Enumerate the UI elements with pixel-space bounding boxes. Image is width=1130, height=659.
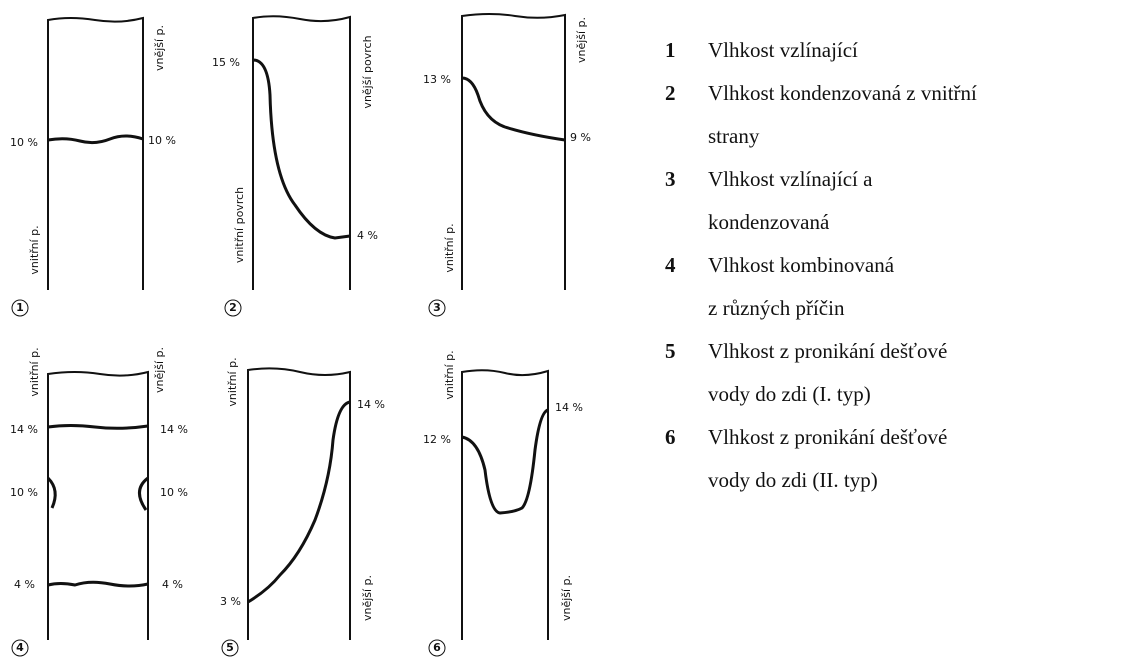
value-label: 14 % bbox=[555, 401, 583, 414]
value-label: 14 % bbox=[10, 423, 38, 436]
value-label: 4 % bbox=[162, 578, 183, 591]
side-label: vnější p. bbox=[560, 575, 573, 621]
legend-number: 3 bbox=[665, 167, 676, 191]
legend-text: Vlhkost vzlínající bbox=[708, 38, 858, 62]
panel-number: 1 bbox=[16, 301, 24, 314]
legend-text: strany bbox=[708, 124, 760, 148]
panel-4: vnitřní p. vnější p. 14 % 14 % 10 % 10 %… bbox=[10, 347, 188, 656]
legend-number: 5 bbox=[665, 339, 676, 363]
legend-text: Vlhkost kondenzovaná z vnitřní bbox=[708, 81, 977, 105]
value-label: 3 % bbox=[220, 595, 241, 608]
value-label: 10 % bbox=[160, 486, 188, 499]
legend-text: Vlhkost kombinovaná bbox=[708, 253, 895, 277]
panel-2: 15 % vnější povrch vnitřní povrch 4 % 2 bbox=[212, 16, 378, 316]
value-label: 13 % bbox=[423, 73, 451, 86]
side-label: vnitřní p. bbox=[28, 225, 41, 274]
panel-number: 3 bbox=[433, 301, 441, 314]
page: vnější p. 10 % 10 % vnitřní p. 1 15 % vn… bbox=[0, 0, 1130, 659]
side-label: vnitřní p. bbox=[443, 223, 456, 272]
legend-number: 2 bbox=[665, 81, 676, 105]
panel-number: 6 bbox=[433, 641, 441, 654]
legend-text: kondenzovaná bbox=[708, 210, 830, 234]
value-label: 4 % bbox=[14, 578, 35, 591]
side-label: vnější p. bbox=[153, 347, 166, 393]
legend-text: Vlhkost z pronikání dešťové bbox=[708, 425, 947, 449]
value-label: 14 % bbox=[357, 398, 385, 411]
panel-number: 2 bbox=[229, 301, 237, 314]
value-label: 9 % bbox=[570, 131, 591, 144]
side-label: vnější povrch bbox=[361, 35, 374, 108]
side-label: vnitřní p. bbox=[226, 357, 239, 406]
value-label: 10 % bbox=[10, 486, 38, 499]
value-label: 14 % bbox=[160, 423, 188, 436]
value-label: 12 % bbox=[423, 433, 451, 446]
panel-5: vnitřní p. 14 % 3 % vnější p. 5 bbox=[220, 357, 385, 656]
legend-number: 4 bbox=[665, 253, 676, 277]
legend-text: Vlhkost vzlínající a bbox=[708, 167, 873, 191]
side-label: vnější p. bbox=[575, 17, 588, 63]
panel-6: vnitřní p. 12 % 14 % vnější p. 6 bbox=[423, 350, 583, 656]
value-label: 15 % bbox=[212, 56, 240, 69]
panel-number: 4 bbox=[16, 641, 24, 654]
panel-number: 5 bbox=[226, 641, 234, 654]
panel-3: vnější p. 13 % 9 % vnitřní p. 3 bbox=[423, 14, 591, 316]
legend-text: vody do zdi (I. typ) bbox=[708, 382, 871, 406]
legend-text: z různých příčin bbox=[708, 296, 845, 320]
value-label: 10 % bbox=[148, 134, 176, 147]
legend-text: vody do zdi (II. typ) bbox=[708, 468, 878, 492]
side-label: vnější p. bbox=[361, 575, 374, 621]
side-label: vnější p. bbox=[153, 25, 166, 71]
legend: 1 Vlhkost vzlínající 2 Vlhkost kondenzovaná… bbox=[665, 38, 977, 492]
side-label: vnitřní p. bbox=[443, 350, 456, 399]
side-label: vnitřní p. bbox=[28, 347, 41, 396]
legend-number: 6 bbox=[665, 425, 676, 449]
side-label: vnitřní povrch bbox=[233, 187, 246, 263]
value-label: 4 % bbox=[357, 229, 378, 242]
panel-1: vnější p. 10 % 10 % vnitřní p. 1 bbox=[10, 18, 176, 316]
value-label: 10 % bbox=[10, 136, 38, 149]
legend-number: 1 bbox=[665, 38, 676, 62]
legend-text: Vlhkost z pronikání dešťové bbox=[708, 339, 947, 363]
